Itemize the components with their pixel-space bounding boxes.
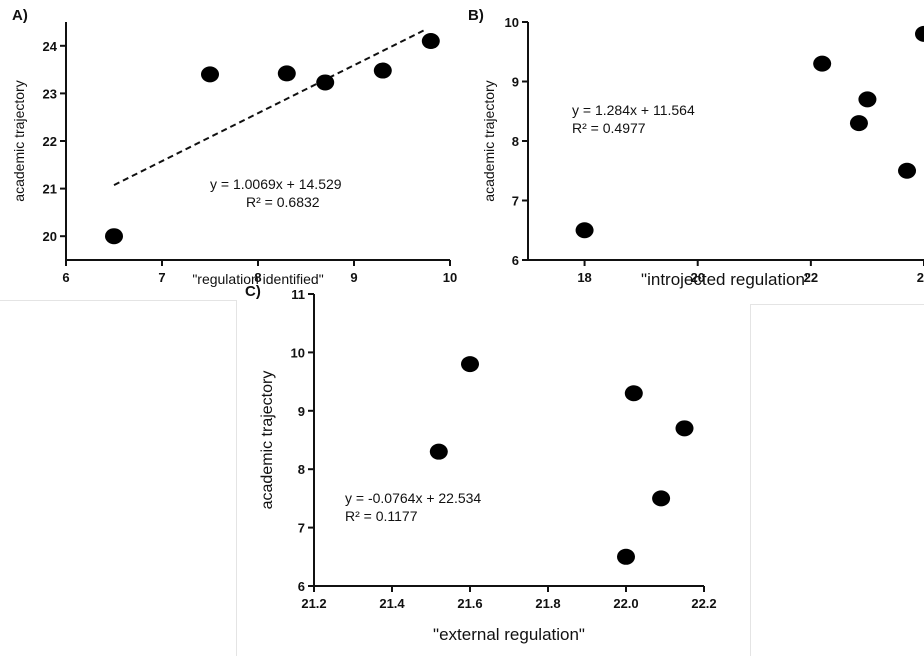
y-tick-label: 20 [43, 229, 57, 244]
data-point [617, 548, 635, 565]
data-point [849, 115, 868, 132]
x-axis-label: "regulation identified" [192, 271, 323, 287]
data-point [373, 62, 392, 79]
data-point [915, 25, 924, 42]
trendline [113, 28, 427, 186]
data-point [624, 385, 643, 402]
data-point [858, 91, 877, 108]
x-tick-label: 22.2 [691, 596, 716, 611]
y-axis-label: academic trajectory [481, 80, 497, 201]
x-tick-label: 21.4 [379, 596, 405, 611]
data-point [105, 228, 123, 245]
data-point [277, 65, 296, 82]
y-tick-label: 8 [512, 134, 519, 149]
panel-divider [0, 300, 236, 301]
panel-divider [750, 304, 924, 305]
data-point [429, 443, 448, 460]
regression-equation: y = 1.0069x + 14.529 [210, 176, 342, 192]
x-tick-label: 8 [254, 270, 261, 285]
data-point [316, 74, 335, 91]
data-point [813, 55, 832, 72]
data-point [675, 420, 694, 437]
panel-letter: C) [245, 283, 261, 300]
panel-letter: B) [468, 7, 484, 24]
x-tick-label: 21.2 [301, 596, 326, 611]
y-tick-label: 7 [298, 521, 305, 536]
y-tick-label: 22 [43, 134, 57, 149]
regression-equation: y = 1.284x + 11.564 [572, 102, 695, 118]
data-point [201, 66, 219, 83]
y-tick-label: 11 [291, 287, 305, 302]
x-tick-label: 24 [917, 270, 924, 285]
x-tick-label: 18 [577, 270, 591, 285]
x-axis-label: "introjected regulation" [641, 270, 811, 289]
y-tick-label: 6 [512, 253, 519, 268]
y-tick-label: 8 [298, 462, 305, 477]
x-tick-label: 21.8 [535, 596, 560, 611]
x-axis-label: "external regulation" [433, 625, 585, 644]
y-tick-label: 9 [298, 404, 305, 419]
y-tick-label: 7 [512, 194, 519, 209]
y-tick-label: 21 [43, 182, 57, 197]
y-tick-label: 24 [43, 39, 58, 54]
data-point [575, 222, 594, 239]
regression-equation: y = -0.0764x + 22.534 [345, 490, 481, 506]
panel-letter: A) [12, 7, 28, 24]
y-tick-label: 6 [298, 579, 305, 594]
x-tick-label: 21.6 [457, 596, 482, 611]
r-squared-label: R² = 0.4977 [572, 120, 646, 136]
x-tick-label: 20 [690, 270, 704, 285]
panel-divider [750, 304, 751, 656]
x-tick-label: 22 [804, 270, 818, 285]
data-point [461, 356, 479, 373]
y-tick-label: 10 [505, 15, 519, 30]
y-axis-label: academic trajectory [259, 371, 276, 510]
y-tick-label: 9 [512, 75, 519, 90]
y-axis-label: academic trajectory [11, 80, 27, 201]
x-tick-label: 7 [158, 270, 165, 285]
y-tick-label: 10 [291, 345, 305, 360]
y-tick-label: 23 [43, 86, 57, 101]
x-tick-label: 9 [350, 270, 357, 285]
panel-divider [236, 300, 237, 656]
x-tick-label: 10 [443, 270, 457, 285]
data-point [421, 33, 440, 50]
r-squared-label: R² = 0.1177 [345, 508, 418, 524]
x-tick-label: 22.0 [613, 596, 638, 611]
x-tick-label: 6 [62, 270, 69, 285]
r-squared-label: R² = 0.6832 [246, 194, 320, 210]
data-point [652, 490, 671, 507]
data-point [898, 162, 917, 179]
